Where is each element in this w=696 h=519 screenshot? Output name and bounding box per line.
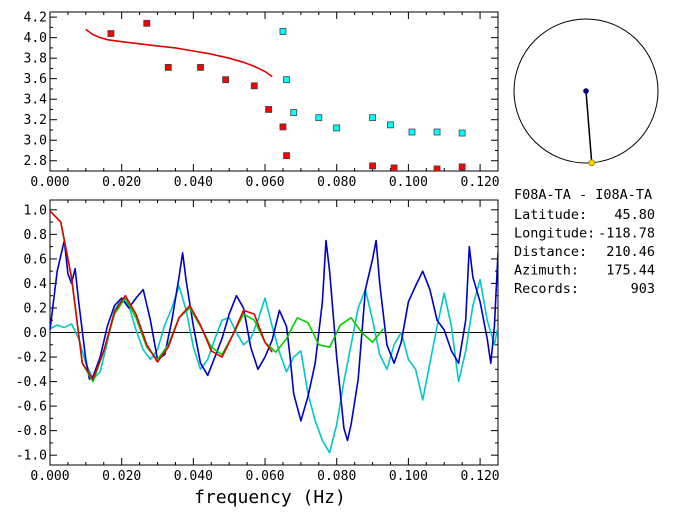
y-tick-label: 1.0 [24,203,47,218]
data-point [315,114,323,122]
data-point [458,129,466,137]
y-tick-label: 3.8 [24,52,47,67]
x-tick-label: 0.100 [389,469,428,484]
plot-frame [49,11,499,172]
dial-tip-dot [588,159,596,167]
x-tick-label: 0.000 [30,469,69,484]
y-tick-label: -0.4 [16,375,47,390]
y-tick-label: 4.0 [24,31,47,46]
station-info-panel: F08A-TA - I08A-TA Latitude: 45.80 Longitud… [514,187,655,297]
data-point [283,76,290,84]
data-point [333,124,341,132]
y-tick-label: 3.0 [24,134,47,149]
data-point [222,76,230,84]
data-point [265,106,273,113]
y-tick-label: 3.4 [24,93,48,108]
data-point [458,163,466,171]
data-point [164,63,172,71]
series-line-3 [50,210,273,380]
data-point [279,123,287,131]
x-tick-label: 0.120 [461,175,500,190]
x-tick-label: 0.040 [174,175,213,190]
station-pair-label: F08A-TA - I08A-TA [514,187,652,203]
x-tick-label: 0.040 [174,469,213,484]
y-tick-label: 0.6 [24,252,47,267]
info-label: Distance: [514,244,587,260]
data-point [283,152,290,160]
info-label: Latitude: [514,207,587,223]
series-line-0 [50,278,498,454]
x-tick-label: 0.020 [102,469,141,484]
info-label: Longitude: [514,226,595,242]
data-point [369,114,376,122]
y-tick-label: 3.2 [24,113,47,128]
info-value: 175.44 [606,263,655,279]
series-line-2 [85,28,273,78]
x-tick-label: 0.060 [245,175,284,190]
data-point [279,28,287,35]
data-point [290,109,298,116]
x-tick-label: 0.100 [389,175,428,190]
y-tick-label: 0.8 [24,228,47,243]
y-tick-label: -0.6 [16,400,47,415]
dispersion-plot: 0.000 0.020 0.040 0.060 0.080 0.100 0.120 2.8 3.… [24,11,500,190]
plot-area [50,210,498,454]
x-tick-label: 0.080 [317,469,356,484]
data-point [433,128,441,136]
data-point [143,19,151,27]
azimuth-dial [513,18,659,167]
x-tick-label: 0.080 [317,175,356,190]
x-tick-label: 0.020 [102,175,141,190]
y-tick-label: 0.0 [24,326,47,341]
data-point [387,121,394,129]
data-point [433,165,441,171]
x-tick-label: 0.060 [245,469,284,484]
data-point [197,63,204,71]
y-tick-label: 4.2 [24,11,47,26]
info-value: 903 [631,281,655,297]
y-tick-label: 2.8 [24,154,47,169]
data-point [390,164,398,171]
info-value: -118.78 [598,226,655,242]
data-point [369,162,376,170]
plot-area [85,19,466,171]
x-tick-label: 0.000 [30,175,69,190]
data-point [408,128,416,136]
y-tick-label: 0.2 [24,301,47,316]
y-tick-label: -0.2 [16,351,47,366]
y-tick-label: -0.8 [16,424,47,439]
y-tick-label: 3.6 [24,72,47,87]
data-point [250,82,258,90]
data-point [107,30,115,37]
coherency-plot: 0.000 0.020 0.040 0.060 0.080 0.100 0.120 1.0 0.… [16,199,500,484]
x-tick-label: 0.120 [461,469,500,484]
azimuth-needle [585,90,593,163]
dial-center-dot [583,88,589,94]
info-value: 45.80 [614,207,655,223]
info-label: Records: [514,281,579,297]
info-value: 210.46 [606,244,655,260]
x-axis-title: frequency (Hz) [194,487,346,508]
dial-circle [513,18,659,164]
y-tick-label: -1.0 [16,449,47,464]
info-label: Azimuth: [514,263,579,279]
series-line-1 [50,239,498,442]
y-tick-label: 0.4 [24,277,48,292]
